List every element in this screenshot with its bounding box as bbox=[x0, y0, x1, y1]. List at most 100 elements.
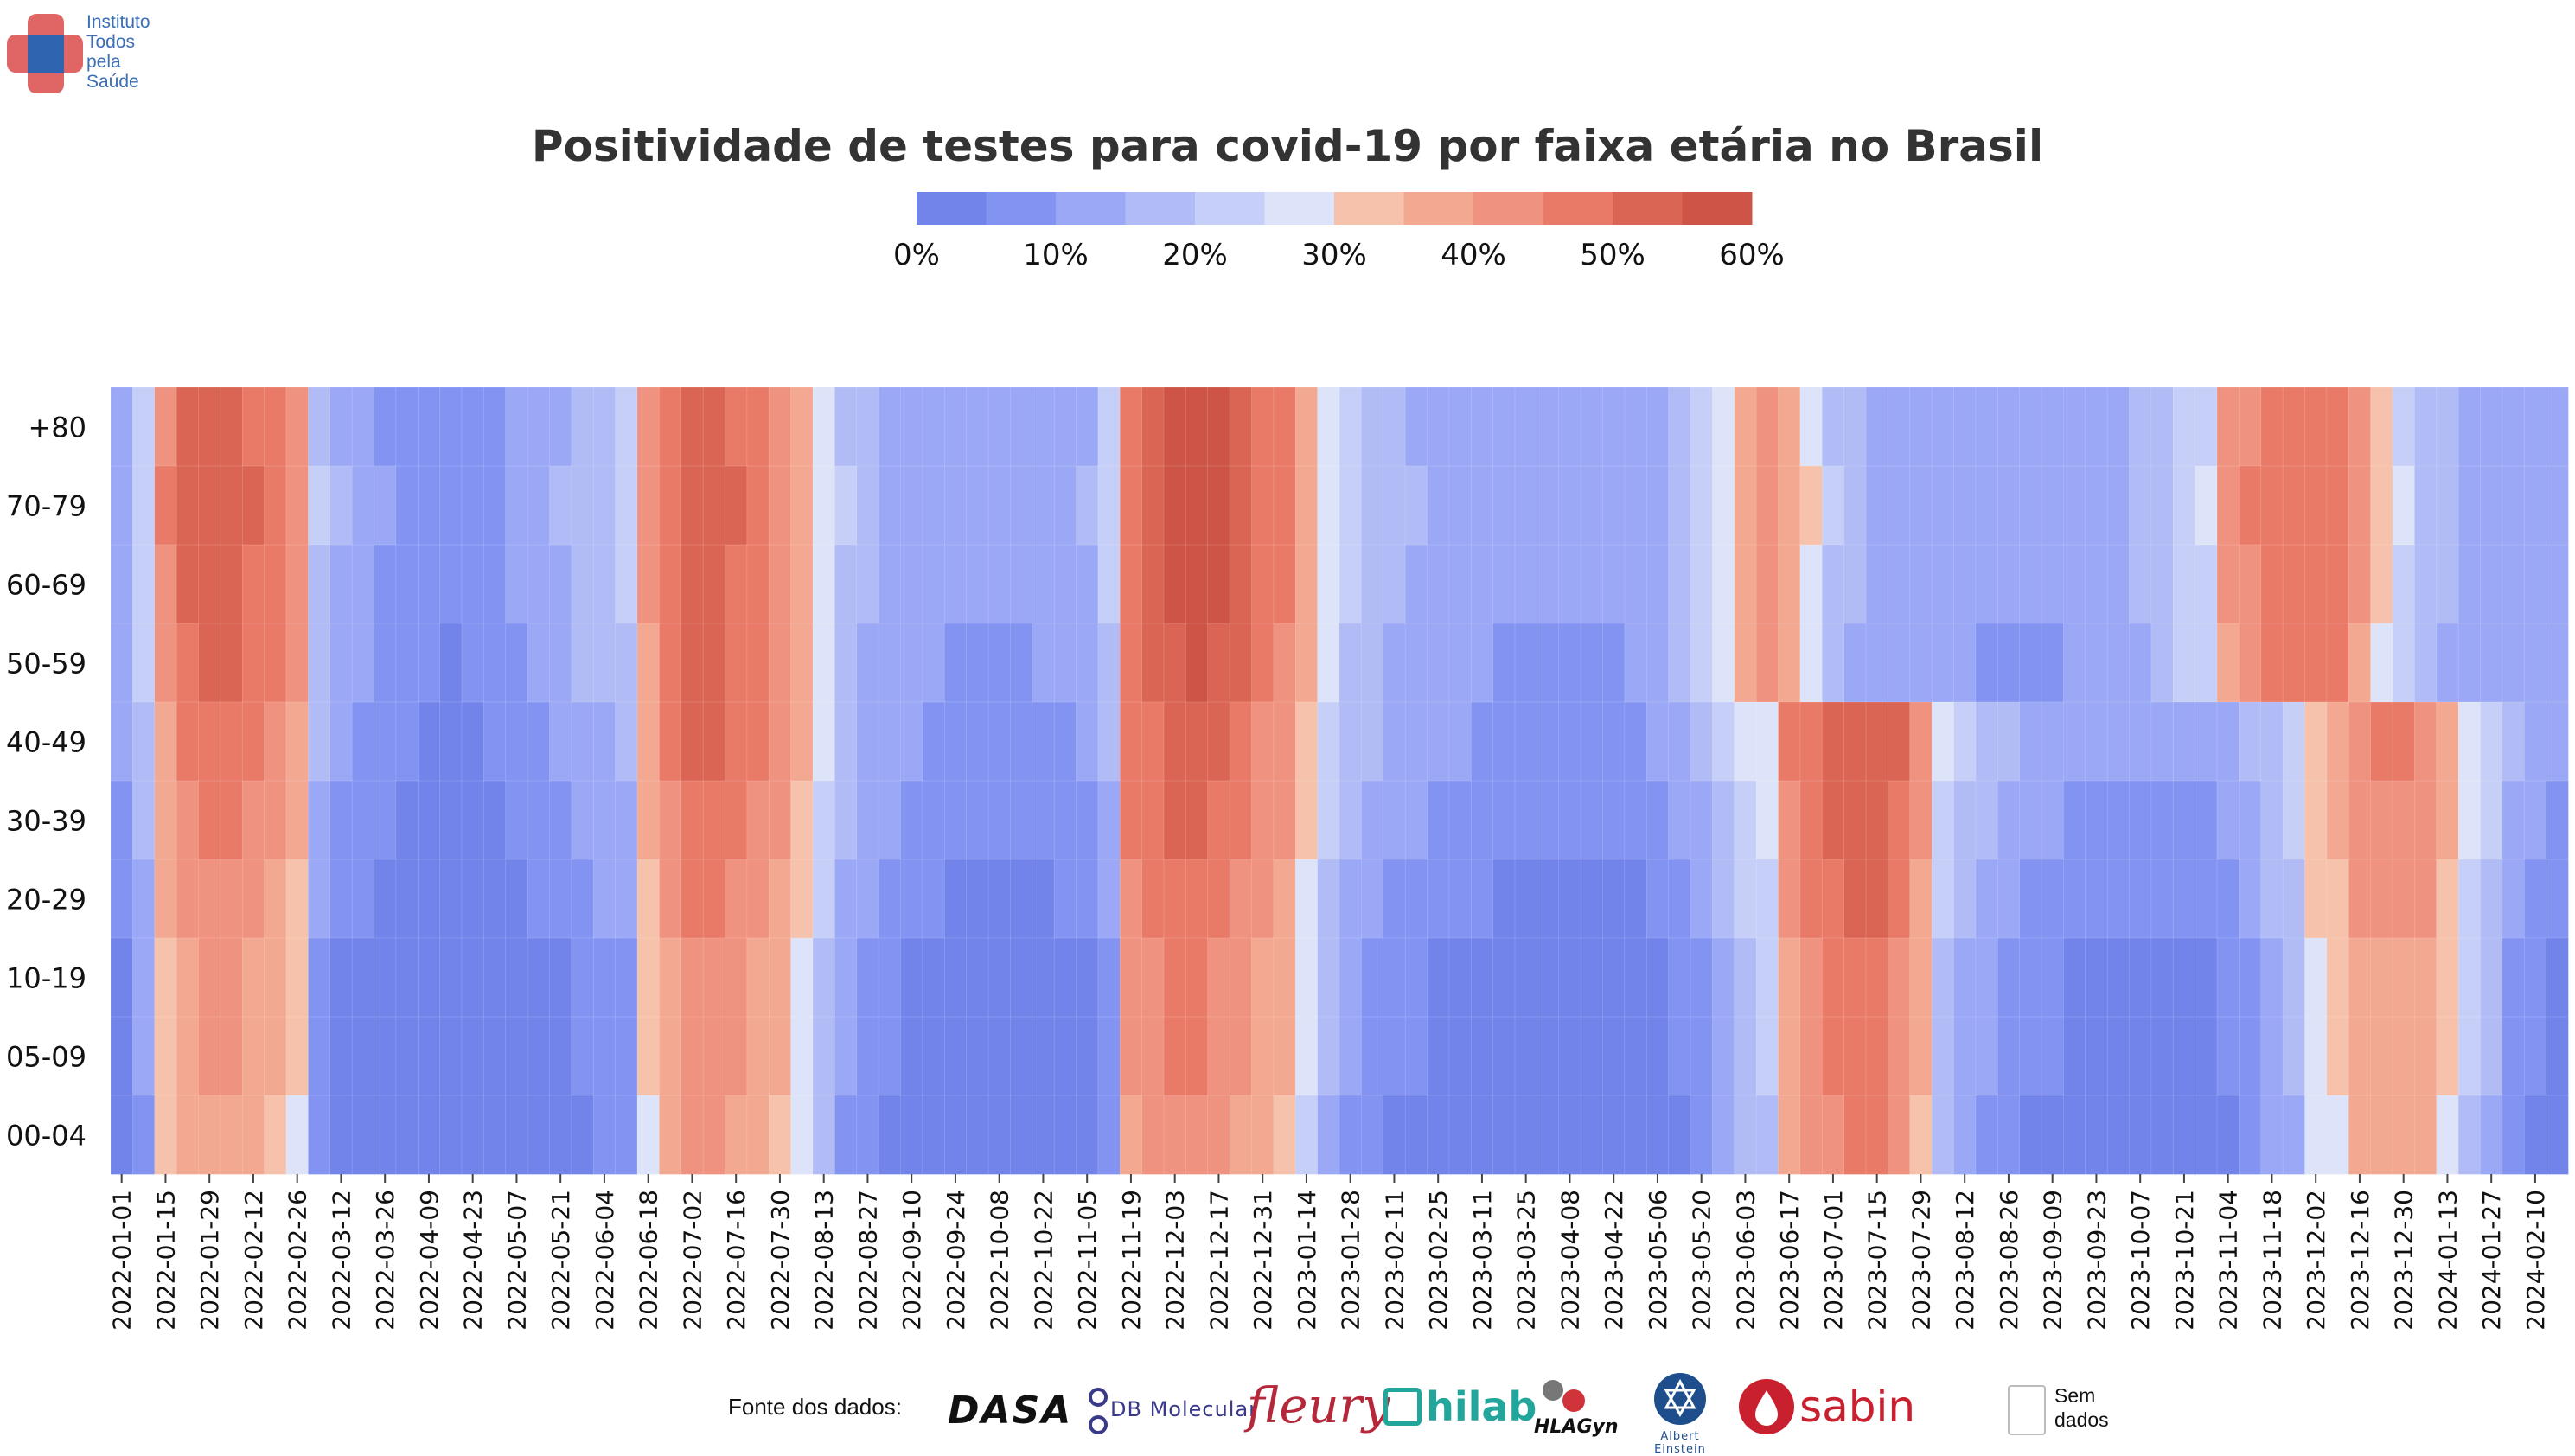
heatmap-cell bbox=[1470, 701, 1494, 782]
heatmap-cell bbox=[922, 780, 945, 860]
x-tick-label: 2022-05-07 bbox=[502, 1190, 531, 1331]
heatmap-cell bbox=[549, 701, 572, 782]
heatmap-cell bbox=[1492, 1016, 1516, 1096]
heatmap-cell bbox=[2546, 386, 2569, 467]
heatmap-cell bbox=[2502, 1016, 2525, 1096]
heatmap-cell bbox=[374, 1095, 397, 1175]
heatmap-cell bbox=[1251, 1016, 1275, 1096]
heatmap-cell bbox=[1427, 937, 1450, 1018]
x-tick-label: 2022-02-26 bbox=[284, 1190, 312, 1331]
heatmap-cell bbox=[2195, 937, 2218, 1018]
heatmap-cell bbox=[1251, 859, 1275, 939]
heatmap-cell bbox=[615, 1016, 638, 1096]
heatmap-cell bbox=[1799, 465, 1823, 546]
heatmap-cell bbox=[1712, 1095, 1735, 1175]
heatmap-cell bbox=[2370, 623, 2393, 703]
heatmap-cell bbox=[900, 780, 923, 860]
heatmap-cell bbox=[461, 1016, 485, 1096]
heatmap-cell bbox=[2260, 386, 2284, 467]
heatmap-cell bbox=[790, 701, 814, 782]
heatmap-cell bbox=[1097, 937, 1121, 1018]
heatmap-cell bbox=[1645, 386, 1670, 467]
x-tick-label: 2022-09-24 bbox=[942, 1190, 970, 1331]
heatmap-cell bbox=[878, 780, 902, 860]
heatmap-cell bbox=[1141, 859, 1165, 939]
heatmap-cell bbox=[1624, 937, 1647, 1018]
heatmap-cell bbox=[1470, 1016, 1494, 1096]
heatmap-cell bbox=[856, 937, 879, 1018]
heatmap-cell bbox=[878, 465, 902, 546]
x-tick-label: 2022-06-04 bbox=[591, 1190, 619, 1331]
heatmap-cell bbox=[2085, 386, 2108, 467]
heatmap-cell bbox=[1339, 1095, 1363, 1175]
hlagyn-icon bbox=[1543, 1380, 1585, 1412]
heatmap-cell bbox=[2480, 386, 2503, 467]
heatmap-cell bbox=[1755, 859, 1779, 939]
heatmap-cell bbox=[680, 544, 704, 624]
heatmap-cell bbox=[1537, 623, 1560, 703]
heatmap-cell bbox=[154, 780, 177, 860]
heatmap-cell bbox=[2457, 544, 2482, 624]
heatmap-cell bbox=[2085, 623, 2108, 703]
heatmap-cell bbox=[2239, 859, 2262, 939]
heatmap-cell bbox=[1997, 1016, 2021, 1096]
heatmap-cell bbox=[2019, 386, 2042, 467]
heatmap-cell bbox=[1537, 1016, 1560, 1096]
heatmap-cell bbox=[834, 701, 858, 782]
heatmap-cell bbox=[308, 544, 331, 624]
heatmap-cell bbox=[1119, 780, 1143, 860]
heatmap-cell bbox=[1909, 937, 1933, 1018]
heatmap-cell bbox=[1909, 544, 1933, 624]
heatmap-cell bbox=[132, 937, 156, 1018]
heatmap-cell bbox=[2304, 701, 2328, 782]
heatmap-cell bbox=[943, 859, 968, 939]
heatmap-cell bbox=[1076, 544, 1099, 624]
heatmap-cell bbox=[1931, 1095, 1955, 1175]
heatmap-cell bbox=[725, 386, 748, 467]
heatmap-cell bbox=[2150, 465, 2174, 546]
heatmap-cell bbox=[1734, 465, 1757, 546]
heatmap-cell bbox=[1492, 937, 1516, 1018]
heatmap-cell bbox=[395, 859, 419, 939]
heatmap-cell bbox=[1755, 386, 1779, 467]
x-tick-label: 2023-06-17 bbox=[1775, 1190, 1804, 1331]
heatmap-cell bbox=[1909, 859, 1933, 939]
heatmap-cell bbox=[1755, 465, 1779, 546]
heatmap-cell bbox=[264, 544, 287, 624]
colorbar-segment bbox=[1613, 192, 1683, 225]
heatmap-cell bbox=[439, 701, 463, 782]
heatmap-cell bbox=[2546, 544, 2569, 624]
heatmap-cell bbox=[1558, 386, 1581, 467]
heatmap-cell bbox=[1185, 623, 1209, 703]
heatmap-cell bbox=[1404, 465, 1428, 546]
heatmap-cell bbox=[1975, 386, 1998, 467]
heatmap-cell bbox=[1602, 623, 1626, 703]
heatmap-cell bbox=[1294, 701, 1319, 782]
heatmap-cell bbox=[132, 623, 156, 703]
heatmap-cell bbox=[1580, 1016, 1604, 1096]
x-tick-label: 2023-05-06 bbox=[1644, 1190, 1672, 1331]
heatmap-cell bbox=[110, 701, 134, 782]
heatmap-cell bbox=[2150, 386, 2174, 467]
heatmap-cell bbox=[2546, 859, 2569, 939]
heatmap-cell bbox=[615, 859, 638, 939]
heatmap-cell bbox=[2304, 623, 2328, 703]
heatmap-cell bbox=[241, 386, 265, 467]
heatmap-cell bbox=[176, 465, 200, 546]
heatmap-cell bbox=[2260, 544, 2284, 624]
heatmap-cell bbox=[154, 623, 177, 703]
heatmap-cell bbox=[1558, 1016, 1581, 1096]
heatmap-cell bbox=[636, 859, 661, 939]
heatmap-cell bbox=[1361, 386, 1384, 467]
heatmap-cell bbox=[483, 859, 507, 939]
heatmap-cell bbox=[856, 859, 879, 939]
heatmap-cell bbox=[636, 701, 661, 782]
heatmap-cell bbox=[1361, 859, 1384, 939]
heatmap-cell bbox=[132, 701, 156, 782]
heatmap-cell bbox=[702, 701, 726, 782]
heatmap-cell bbox=[659, 937, 682, 1018]
heatmap-cell bbox=[1514, 544, 1538, 624]
heatmap-cell bbox=[1492, 623, 1516, 703]
heatmap-cell bbox=[2216, 1016, 2240, 1096]
heatmap-cell bbox=[2172, 701, 2196, 782]
